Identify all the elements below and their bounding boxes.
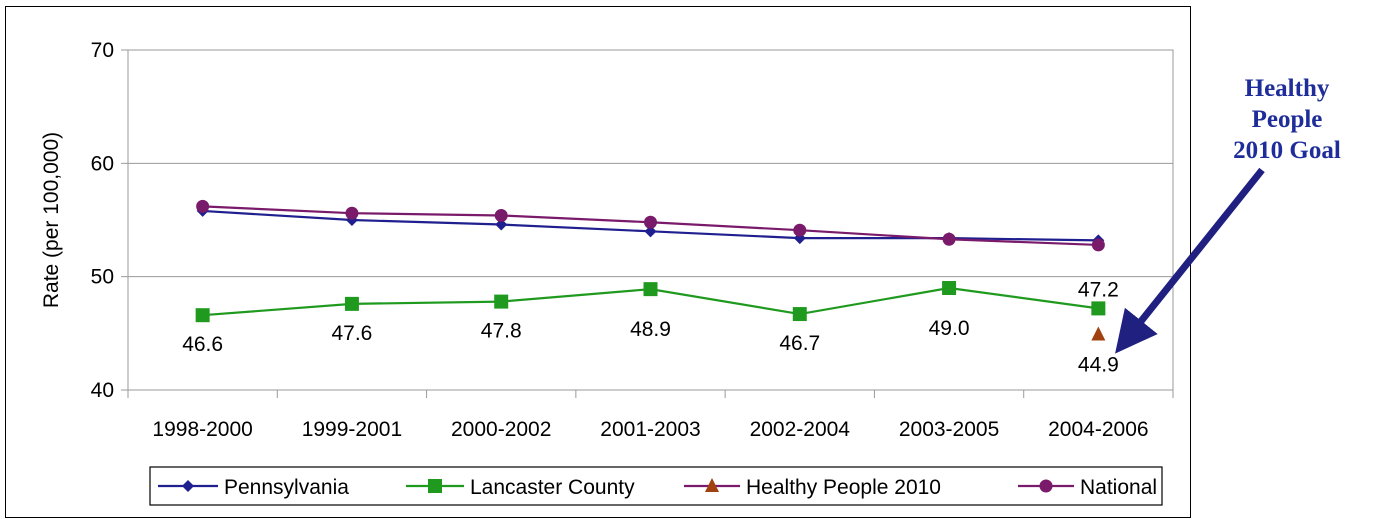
data-labels: 46.6 47.6 47.8 48.9 46.7 49.0 47.2 44.9 xyxy=(182,278,1119,376)
x-tick-label-1999-2001: 1999-2001 xyxy=(302,418,402,441)
data-point-2004-2006 xyxy=(1091,326,1106,341)
data-point-2004-2006 xyxy=(1091,238,1105,252)
legend-box xyxy=(149,466,1163,506)
x-tick-label-2003-2005: 2003-2005 xyxy=(899,418,999,441)
data-label-lancaster-2003-2005: 49.0 xyxy=(929,317,970,340)
callout-line-2: People xyxy=(1251,106,1323,133)
data-point-1998-2000 xyxy=(195,308,210,323)
legend-marker xyxy=(428,479,442,493)
y-axis: 40 50 60 70 xyxy=(91,39,128,402)
legend-marker xyxy=(1039,479,1053,493)
legend-label: Pennsylvania xyxy=(224,476,349,499)
data-label-lancaster-2002-2004: 46.7 xyxy=(779,332,820,355)
data-point-2000-2002 xyxy=(495,218,508,231)
series-lancaster-county xyxy=(195,281,1106,323)
x-tick-label-2001-2003: 2001-2003 xyxy=(600,418,700,441)
legend: Pennsylvania Lancaster County Healthy Peop… xyxy=(149,466,1163,506)
x-tick-label-2004-2006: 2004-2006 xyxy=(1048,418,1148,441)
legend-label: National xyxy=(1080,476,1157,499)
legend-marker xyxy=(182,480,194,492)
data-point-2003-2005 xyxy=(942,232,956,246)
x-axis: 1998-2000 1999-2001 2000-2002 2001-2003 2002… xyxy=(127,390,1174,441)
data-point-1999-2001 xyxy=(344,296,359,311)
x-tick-label-1998-2000: 1998-2000 xyxy=(152,418,252,441)
plot-area xyxy=(127,49,1174,391)
data-label-lancaster-2004-2006: 47.2 xyxy=(1078,278,1119,301)
y-tick-label-70: 70 xyxy=(91,39,114,62)
y-axis-title: Rate (per 100,000) xyxy=(40,132,63,308)
data-label-lancaster-1999-2001: 47.6 xyxy=(331,322,372,345)
data-point-2002-2004 xyxy=(793,223,807,237)
goal-callout: Healthy People 2010 Goal xyxy=(1214,73,1360,166)
x-tick-label-2000-2002: 2000-2002 xyxy=(451,418,551,441)
data-label-lancaster-1998-2000: 46.6 xyxy=(182,333,223,356)
legend-item-healthy-people-2010: Healthy People 2010 xyxy=(684,476,941,499)
callout-line-1: Healthy xyxy=(1244,75,1330,102)
data-point-2001-2003 xyxy=(644,225,657,238)
data-label-lancaster-2000-2002: 47.8 xyxy=(481,320,522,343)
legend-label: Lancaster County xyxy=(470,476,635,499)
legend-item-pennsylvania: Pennsylvania xyxy=(158,476,349,499)
goal-arrow xyxy=(1115,167,1265,354)
y-tick-label-40: 40 xyxy=(91,379,114,402)
y-tick-label-50: 50 xyxy=(91,266,114,289)
chart-frame xyxy=(5,6,1191,518)
series xyxy=(195,199,1106,341)
data-point-2000-2002 xyxy=(494,208,508,222)
legend-marker xyxy=(705,478,719,492)
data-label-goal: 44.9 xyxy=(1078,353,1119,376)
callout-line-3: 2010 Goal xyxy=(1233,137,1341,164)
legend-label: Healthy People 2010 xyxy=(746,476,941,499)
legend-item-national: National xyxy=(1018,476,1157,499)
y-tick-label-60: 60 xyxy=(91,152,114,175)
data-point-2002-2004 xyxy=(792,307,807,322)
series-national xyxy=(196,199,1105,252)
data-point-1998-2000 xyxy=(196,199,210,213)
data-point-2001-2003 xyxy=(644,215,657,229)
data-point-2003-2005 xyxy=(942,281,957,295)
data-point-1999-2001 xyxy=(345,206,359,220)
series-healthy-people-2010 xyxy=(1091,326,1106,341)
data-point-2001-2003 xyxy=(643,282,658,297)
data-point-2000-2002 xyxy=(494,294,509,309)
x-tick-label-2002-2004: 2002-2004 xyxy=(750,418,851,441)
legend-item-lancaster-county: Lancaster County xyxy=(406,476,635,499)
data-point-2004-2006 xyxy=(1091,301,1106,316)
data-label-lancaster-2001-2003: 48.9 xyxy=(630,318,671,341)
